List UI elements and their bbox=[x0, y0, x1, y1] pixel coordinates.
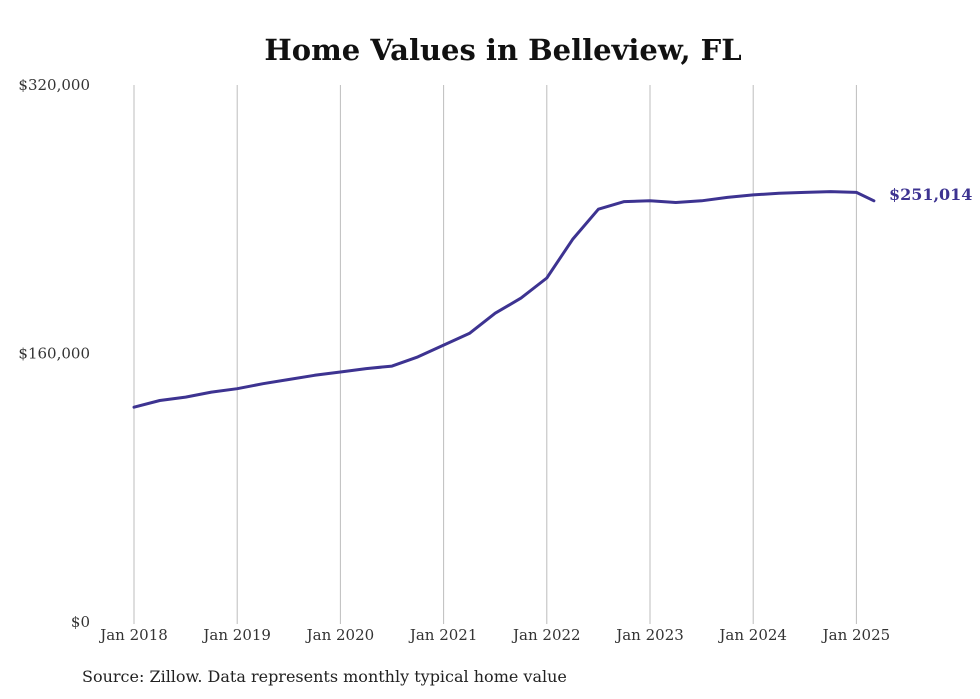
x-tick-label: Jan 2021 bbox=[408, 626, 478, 644]
x-tick-label: Jan 2019 bbox=[201, 626, 271, 644]
x-tick-label: Jan 2020 bbox=[305, 626, 375, 644]
x-tick-label: Jan 2023 bbox=[614, 626, 684, 644]
y-tick-label: $320,000 bbox=[18, 76, 90, 94]
x-tick-label: Jan 2022 bbox=[511, 626, 581, 644]
x-tick-label: Jan 2018 bbox=[98, 626, 168, 644]
y-axis: $0 $160,000 $320,000 bbox=[18, 76, 90, 631]
chart-title: Home Values in Belleview, FL bbox=[264, 33, 741, 67]
y-tick-label: $160,000 bbox=[18, 345, 90, 363]
end-value-label: $251,014 bbox=[889, 185, 973, 204]
x-axis: Jan 2018 Jan 2019 Jan 2020 Jan 2021 Jan 2022… bbox=[98, 626, 890, 644]
x-tick-label: Jan 2024 bbox=[717, 626, 787, 644]
gridlines bbox=[133, 85, 857, 624]
source-note: Source: Zillow. Data represents monthly … bbox=[82, 667, 567, 686]
x-tick-label: Jan 2025 bbox=[821, 626, 891, 644]
plot-area: $251,014 bbox=[132, 185, 973, 409]
series-line bbox=[132, 190, 876, 409]
y-tick-label: $0 bbox=[71, 613, 90, 631]
